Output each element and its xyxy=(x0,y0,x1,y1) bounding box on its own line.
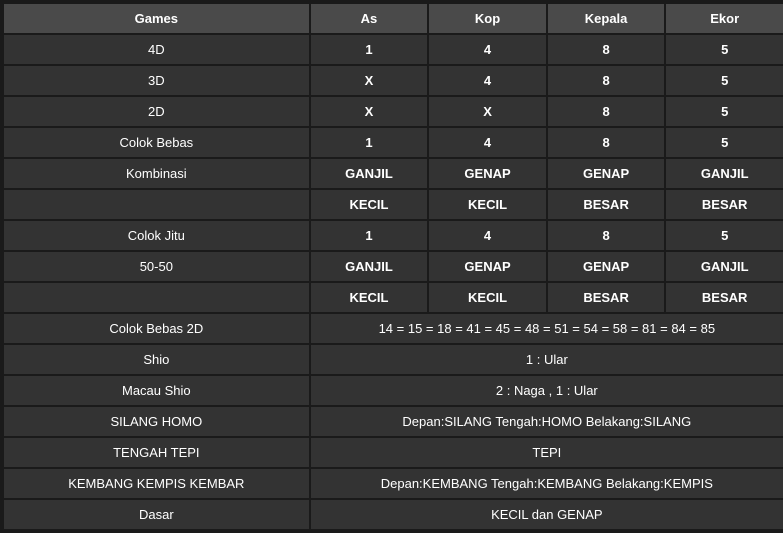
cell-ekor: 5 xyxy=(666,35,783,64)
game-label: Macau Shio xyxy=(4,376,309,405)
game-label: Kombinasi xyxy=(4,159,309,188)
table-row: KECILKECILBESARBESAR xyxy=(4,283,783,312)
cell-kop: 4 xyxy=(429,221,546,250)
table-row: TENGAH TEPITEPI xyxy=(4,438,783,467)
cell-ekor: 5 xyxy=(666,128,783,157)
cell-kop: 4 xyxy=(429,66,546,95)
cell-as: 1 xyxy=(311,128,428,157)
cell-kop: 4 xyxy=(429,128,546,157)
table-row: KEMBANG KEMPIS KEMBARDepan:KEMBANG Tenga… xyxy=(4,469,783,498)
game-label xyxy=(4,190,309,219)
cell-as: KECIL xyxy=(311,283,428,312)
header-games: Games xyxy=(4,4,309,33)
cell-kepala: BESAR xyxy=(548,190,665,219)
cell-kop: GENAP xyxy=(429,159,546,188)
header-as: As xyxy=(311,4,428,33)
cell-ekor: 5 xyxy=(666,97,783,126)
table-row: 4D1485 xyxy=(4,35,783,64)
span-value: Depan:KEMBANG Tengah:KEMBANG Belakang:KE… xyxy=(311,469,783,498)
cell-kop: 4 xyxy=(429,35,546,64)
table-row: 50-50GANJILGENAPGENAPGANJIL xyxy=(4,252,783,281)
cell-kepala: 8 xyxy=(548,97,665,126)
cell-as: GANJIL xyxy=(311,159,428,188)
table-row: Colok Bebas1485 xyxy=(4,128,783,157)
cell-kepala: 8 xyxy=(548,35,665,64)
game-label: 4D xyxy=(4,35,309,64)
header-kepala: Kepala xyxy=(548,4,665,33)
table-body: 4D14853DX4852DXX85Colok Bebas1485Kombina… xyxy=(4,35,783,529)
header-row: Games As Kop Kepala Ekor xyxy=(4,4,783,33)
cell-ekor: BESAR xyxy=(666,190,783,219)
cell-ekor: BESAR xyxy=(666,283,783,312)
cell-kepala: BESAR xyxy=(548,283,665,312)
game-label: 50-50 xyxy=(4,252,309,281)
cell-kepala: GENAP xyxy=(548,252,665,281)
game-label: KEMBANG KEMPIS KEMBAR xyxy=(4,469,309,498)
table-row: Macau Shio2 : Naga , 1 : Ular xyxy=(4,376,783,405)
table-row: Shio1 : Ular xyxy=(4,345,783,374)
cell-kop: X xyxy=(429,97,546,126)
table-row: 2DXX85 xyxy=(4,97,783,126)
table-row: KombinasiGANJILGENAPGENAPGANJIL xyxy=(4,159,783,188)
table-row: SILANG HOMODepan:SILANG Tengah:HOMO Bela… xyxy=(4,407,783,436)
cell-kop: GENAP xyxy=(429,252,546,281)
span-value: Depan:SILANG Tengah:HOMO Belakang:SILANG xyxy=(311,407,783,436)
game-label: Colok Bebas 2D xyxy=(4,314,309,343)
span-value: 2 : Naga , 1 : Ular xyxy=(311,376,783,405)
game-label: SILANG HOMO xyxy=(4,407,309,436)
table-row: 3DX485 xyxy=(4,66,783,95)
span-value: TEPI xyxy=(311,438,783,467)
span-value: 1 : Ular xyxy=(311,345,783,374)
table-row: Colok Bebas 2D14 = 15 = 18 = 41 = 45 = 4… xyxy=(4,314,783,343)
results-table: Games As Kop Kepala Ekor 4D14853DX4852DX… xyxy=(2,2,783,531)
game-label: Shio xyxy=(4,345,309,374)
cell-as: X xyxy=(311,97,428,126)
table-row: Colok Jitu1485 xyxy=(4,221,783,250)
table-row: KECILKECILBESARBESAR xyxy=(4,190,783,219)
game-label: TENGAH TEPI xyxy=(4,438,309,467)
cell-kepala: 8 xyxy=(548,66,665,95)
game-label: 3D xyxy=(4,66,309,95)
game-label: Dasar xyxy=(4,500,309,529)
game-label: 2D xyxy=(4,97,309,126)
cell-ekor: 5 xyxy=(666,221,783,250)
span-value: 14 = 15 = 18 = 41 = 45 = 48 = 51 = 54 = … xyxy=(311,314,783,343)
header-ekor: Ekor xyxy=(666,4,783,33)
game-label: Colok Bebas xyxy=(4,128,309,157)
cell-kepala: 8 xyxy=(548,221,665,250)
game-label: Colok Jitu xyxy=(4,221,309,250)
cell-ekor: GANJIL xyxy=(666,159,783,188)
cell-as: KECIL xyxy=(311,190,428,219)
game-label xyxy=(4,283,309,312)
cell-kepala: GENAP xyxy=(548,159,665,188)
cell-kop: KECIL xyxy=(429,283,546,312)
cell-ekor: 5 xyxy=(666,66,783,95)
table-row: DasarKECIL dan GENAP xyxy=(4,500,783,529)
span-value: KECIL dan GENAP xyxy=(311,500,783,529)
cell-as: GANJIL xyxy=(311,252,428,281)
cell-as: 1 xyxy=(311,35,428,64)
cell-as: X xyxy=(311,66,428,95)
cell-as: 1 xyxy=(311,221,428,250)
header-kop: Kop xyxy=(429,4,546,33)
cell-kop: KECIL xyxy=(429,190,546,219)
cell-ekor: GANJIL xyxy=(666,252,783,281)
cell-kepala: 8 xyxy=(548,128,665,157)
